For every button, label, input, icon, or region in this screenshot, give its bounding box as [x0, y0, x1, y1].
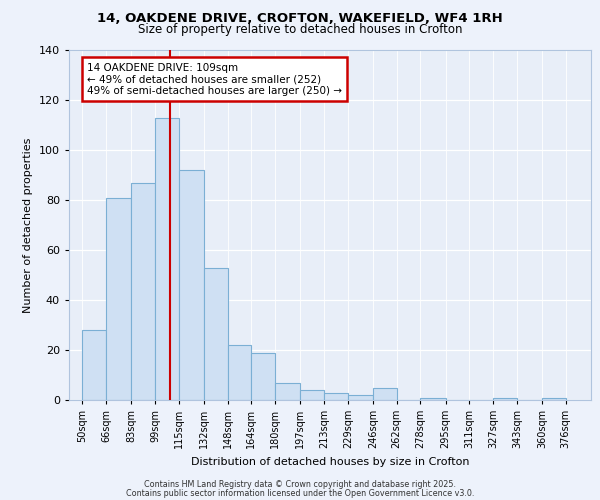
Bar [179, 170, 204, 400]
Bar [373, 388, 397, 400]
Bar [301, 390, 324, 400]
Bar [542, 398, 566, 400]
Text: Size of property relative to detached houses in Crofton: Size of property relative to detached ho… [138, 22, 462, 36]
Bar [204, 268, 227, 400]
Bar [421, 398, 446, 400]
Bar [493, 398, 517, 400]
Text: 14 OAKDENE DRIVE: 109sqm
← 49% of detached houses are smaller (252)
49% of semi-: 14 OAKDENE DRIVE: 109sqm ← 49% of detach… [87, 62, 342, 96]
Bar [82, 330, 106, 400]
Text: Contains public sector information licensed under the Open Government Licence v3: Contains public sector information licen… [126, 488, 474, 498]
Bar [227, 345, 251, 400]
Bar [106, 198, 131, 400]
Bar [251, 352, 275, 400]
Text: Contains HM Land Registry data © Crown copyright and database right 2025.: Contains HM Land Registry data © Crown c… [144, 480, 456, 489]
Bar [324, 392, 348, 400]
X-axis label: Distribution of detached houses by size in Crofton: Distribution of detached houses by size … [191, 456, 469, 466]
Text: 14, OAKDENE DRIVE, CROFTON, WAKEFIELD, WF4 1RH: 14, OAKDENE DRIVE, CROFTON, WAKEFIELD, W… [97, 12, 503, 26]
Bar [155, 118, 179, 400]
Bar [275, 382, 301, 400]
Bar [348, 395, 373, 400]
Y-axis label: Number of detached properties: Number of detached properties [23, 138, 33, 312]
Bar [131, 182, 155, 400]
